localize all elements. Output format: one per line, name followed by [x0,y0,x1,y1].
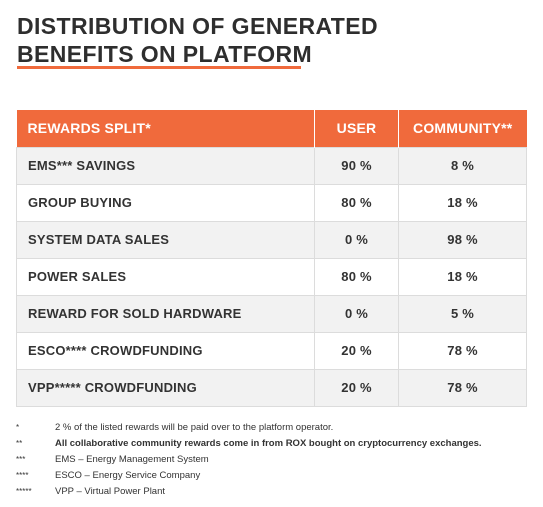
title-line-1: DISTRIBUTION OF GENERATED [17,13,378,39]
row-user-value: 80 % [314,257,399,296]
footnote-text: 2 % of the listed rewards will be paid o… [55,422,334,433]
footnote: **** ESCO – Energy Service Company [16,468,536,484]
header-rewards-split: REWARDS SPLIT* [16,110,315,147]
row-community-value: 18 % [398,257,527,296]
row-community-value: 18 % [398,183,527,222]
row-label: GROUP BUYING [16,183,315,222]
row-user-value: 20 % [314,331,399,370]
footnote-mark: ***** [16,487,32,496]
title-underline [17,66,301,69]
header-user: USER [314,110,399,147]
page-title: DISTRIBUTION OF GENERATED BENEFITS ON PL… [17,12,378,68]
footnote-text: All collaborative community rewards come… [55,438,482,449]
table-row: ESCO**** CROWDFUNDING 20 % 78 % [16,331,527,370]
footnote-mark: ** [16,439,23,448]
footnote-text: ESCO – Energy Service Company [55,470,201,481]
footnote: ** All collaborative community rewards c… [16,436,536,452]
row-community-value: 8 % [398,146,527,185]
row-label: REWARD FOR SOLD HARDWARE [16,294,315,333]
table-row: VPP***** CROWDFUNDING 20 % 78 % [16,368,527,407]
row-label: SYSTEM DATA SALES [16,220,315,259]
table-header-row: REWARDS SPLIT* USER COMMUNITY** [16,110,527,147]
row-label: POWER SALES [16,257,315,296]
header-community: COMMUNITY** [398,110,527,147]
row-community-value: 78 % [398,368,527,407]
table-row: REWARD FOR SOLD HARDWARE 0 % 5 % [16,294,527,333]
row-label: VPP***** CROWDFUNDING [16,368,315,407]
footnotes: * 2 % of the listed rewards will be paid… [16,420,536,500]
footnote-text: EMS – Energy Management System [55,454,209,465]
row-user-value: 20 % [314,368,399,407]
footnote: *** EMS – Energy Management System [16,452,536,468]
table-row: SYSTEM DATA SALES 0 % 98 % [16,220,527,259]
table-row: POWER SALES 80 % 18 % [16,257,527,296]
title-line-2: BENEFITS ON PLATFORM [17,41,313,67]
row-label: ESCO**** CROWDFUNDING [16,331,315,370]
row-user-value: 90 % [314,146,399,185]
footnote-mark: **** [16,471,29,480]
row-user-value: 80 % [314,183,399,222]
row-community-value: 5 % [398,294,527,333]
footnote: * 2 % of the listed rewards will be paid… [16,420,536,436]
footnote: ***** VPP – Virtual Power Plant [16,484,536,500]
row-label: EMS*** SAVINGS [16,146,315,185]
row-user-value: 0 % [314,220,399,259]
footnote-text: VPP – Virtual Power Plant [55,486,166,497]
footnote-mark: * [16,423,20,432]
row-community-value: 78 % [398,331,527,370]
table-row: EMS*** SAVINGS 90 % 8 % [16,146,527,185]
footnote-mark: *** [16,455,26,464]
rewards-table: REWARDS SPLIT* USER COMMUNITY** EMS*** S… [16,110,527,407]
row-user-value: 0 % [314,294,399,333]
table-row: GROUP BUYING 80 % 18 % [16,183,527,222]
row-community-value: 98 % [398,220,527,259]
